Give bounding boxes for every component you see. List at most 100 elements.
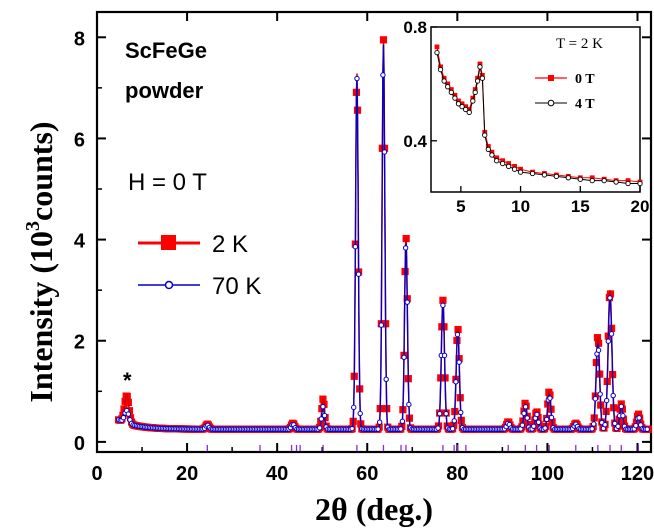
marker-70k: [534, 411, 540, 418]
marker-70k: [607, 295, 613, 301]
inset-legend-label-4t: 4 T: [575, 97, 595, 112]
inset-plot: 5 10 15 20 0.4 0.8: [403, 18, 649, 216]
inset-marker-4t: [441, 78, 447, 84]
marker-70k: [404, 299, 410, 305]
inset-marker-0t: [506, 161, 512, 166]
inset-marker-0t: [625, 178, 631, 184]
inset-frame: [430, 26, 641, 193]
inset-marker-4t: [565, 175, 571, 181]
inset-marker-0t: [434, 44, 440, 50]
inset-marker-0t: [472, 87, 478, 92]
marker-70k: [316, 425, 323, 431]
marker-70k: [636, 415, 642, 421]
inset-marker-0t: [518, 166, 523, 172]
inset-x-tick-label: 5: [456, 197, 465, 216]
marker-70k: [321, 412, 328, 419]
inset-marker-4t: [517, 169, 524, 175]
marker-70k: [458, 409, 464, 416]
inset-marker-4t: [477, 64, 483, 70]
marker-70k: [380, 72, 386, 78]
marker-70k: [120, 414, 127, 421]
inset-marker-4t: [553, 173, 560, 180]
marker-70k: [125, 411, 132, 417]
y-axis-title-group: Intensity (103counts): [22, 121, 59, 402]
marker-70k: [443, 410, 449, 417]
inset-marker-0t: [512, 163, 517, 169]
marker-70k: [592, 396, 599, 402]
marker-70k: [449, 426, 456, 432]
marker-70k: [435, 425, 441, 431]
inset-marker-4t: [625, 180, 631, 187]
inset-marker-4t: [529, 170, 536, 177]
marker-70k: [531, 423, 537, 429]
inset-marker-4t: [479, 75, 486, 81]
inset-title: T = 2 K: [556, 36, 603, 52]
marker-70k: [378, 322, 384, 328]
inset-marker-0t: [475, 75, 480, 81]
marker-70k: [595, 347, 602, 353]
inset-marker-4t: [448, 89, 454, 96]
inset-x-tick-label: 15: [571, 197, 590, 216]
inset-x-tick-label: 20: [631, 197, 650, 216]
inset-marker-0t: [489, 149, 495, 155]
inset-legend-entry-0t: 0 T: [535, 72, 595, 87]
inset-legend-marker-square: [548, 75, 554, 81]
marker-70k: [543, 416, 550, 423]
inset-y-tick-label: 0.8: [403, 18, 427, 37]
y-tick-label: 0: [74, 433, 85, 455]
marker-70k: [603, 397, 610, 404]
y-tick-label: 8: [74, 28, 85, 50]
inset-marker-4t: [434, 49, 440, 56]
legend-entry-2k: 2 K: [138, 231, 248, 258]
marker-70k: [547, 395, 553, 401]
inset-marker-4t: [505, 163, 512, 170]
inset-marker-4t: [452, 95, 458, 101]
inset-marker-4t: [445, 84, 451, 90]
inset-marker-0t: [441, 75, 447, 81]
inset-marker-0t: [466, 107, 472, 112]
marker-70k: [548, 414, 555, 421]
inset-marker-0t: [589, 175, 595, 181]
legend-entry-70k: 70 K: [138, 273, 261, 300]
inset-legend: 0 T 4 T: [535, 72, 595, 112]
inset-marker-0t: [456, 98, 461, 104]
marker-70k: [633, 422, 639, 429]
inset-marker-4t: [601, 177, 607, 184]
inset-marker-4t: [459, 104, 465, 110]
inset-legend-label-0t: 0 T: [575, 72, 595, 87]
inset-marker-0t: [485, 144, 491, 149]
marker-70k: [644, 426, 650, 432]
inset-marker-0t: [500, 158, 506, 164]
plot-frame: [95, 10, 653, 454]
marker-70k: [402, 245, 409, 251]
x-tick-label: 120: [621, 463, 654, 485]
legend-label-70k: 70 K: [212, 273, 261, 300]
marker-70k: [454, 331, 461, 338]
legend: 2 K 70 K: [138, 231, 261, 300]
inset-marker-0t: [459, 101, 465, 107]
marker-70k: [375, 426, 381, 432]
marker-70k: [535, 419, 542, 425]
marker-70k: [440, 302, 446, 309]
marker-70k: [451, 418, 457, 424]
marker-70k: [357, 410, 363, 417]
x-tick-label: 40: [266, 463, 288, 485]
y-tick-label: 2: [74, 332, 85, 354]
inset-marker-4t: [455, 101, 462, 107]
y-tick-label: 6: [74, 129, 85, 151]
inset-marker-4t: [613, 179, 619, 185]
y-axis-title-main: Intensity (10: [23, 231, 59, 403]
sample-label-line2: powder: [125, 78, 204, 103]
marker-70k: [399, 418, 406, 425]
main-plot: 0 20 40 60 80 100 120 0 2 4 6 8: [74, 10, 654, 485]
y-tick-label: 4: [74, 231, 86, 253]
marker-70k: [456, 359, 462, 365]
marker-70k: [436, 410, 443, 417]
x-tick-label: 80: [446, 463, 468, 485]
inset-marker-4t: [485, 146, 491, 152]
marker-70k: [352, 244, 359, 250]
impurity-star: *: [123, 368, 132, 393]
inset-series-4t: [434, 49, 643, 187]
marker-70k: [602, 421, 608, 428]
marker-70k: [398, 426, 404, 432]
